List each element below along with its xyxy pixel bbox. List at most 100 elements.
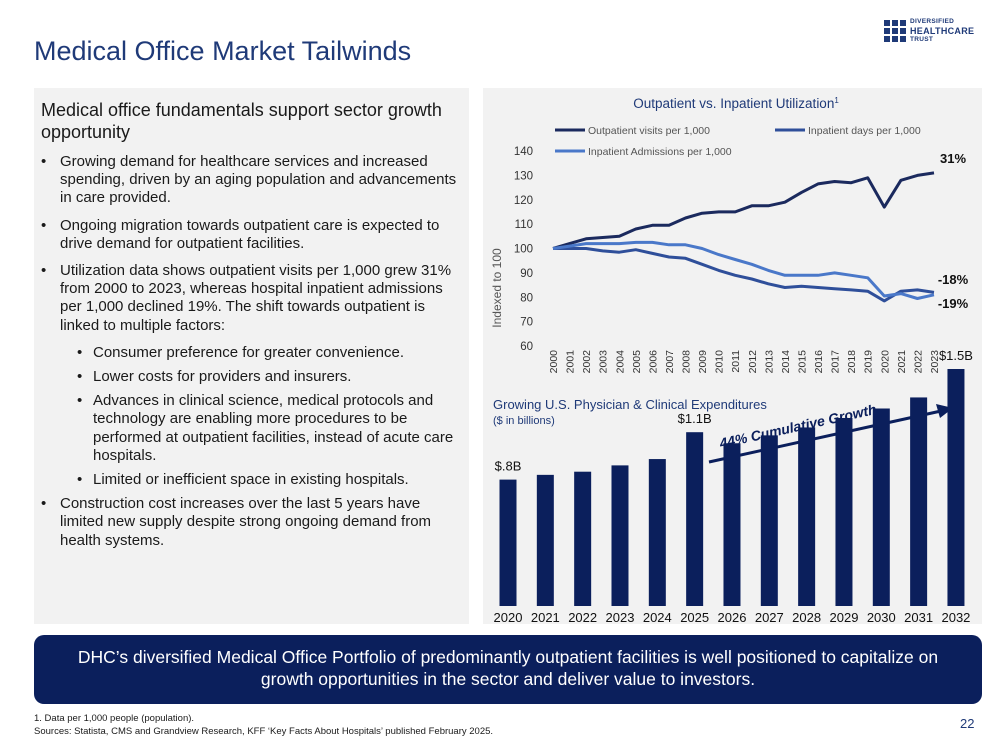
fundamentals-list: Growing demand for healthcare services a… <box>41 153 461 559</box>
bar-chart-subtitle: ($ in billions) <box>493 415 555 427</box>
logo-grid-icon <box>884 20 906 42</box>
bar-data-label: $1.5B <box>939 348 973 363</box>
line-chart-y-tick: 110 <box>515 219 533 231</box>
bullet-construction: Construction cost increases over the las… <box>41 495 461 550</box>
expenditure-bar <box>910 397 928 606</box>
line-chart-y-tick: 120 <box>514 195 533 207</box>
line-chart-y-tick: 140 <box>514 146 533 158</box>
line-chart-x-tick: 2023 <box>929 350 941 374</box>
expenditure-bar <box>872 408 890 606</box>
line-chart-y-tick: 60 <box>520 341 533 353</box>
bar-data-label: $1.1B <box>678 411 712 426</box>
line-chart-x-ticks: 2000 2001 2002 2003 2004 2005 2006 2007 2008 2009… <box>548 350 941 374</box>
line-chart-x-tick: 2013 <box>763 350 775 374</box>
line-chart-legend: Outpatient visits per 1,000 Inpatient day… <box>555 125 921 158</box>
utilization-line-chart: Outpatient vs. Inpatient Utilization1 In… <box>490 96 969 374</box>
line-chart-x-tick: 2010 <box>714 350 726 374</box>
line-chart-title-superscript: 1 <box>834 96 839 105</box>
line-chart-x-tick: 2020 <box>879 350 891 374</box>
line-chart-y-tick: 90 <box>520 268 533 280</box>
fundamentals-panel: Medical office fundamentals support sect… <box>34 88 469 624</box>
line-chart-x-tick: 2017 <box>830 350 842 374</box>
bullet-migration: Ongoing migration towards outpatient car… <box>41 217 461 253</box>
line-chart-title-text: Outpatient vs. Inpatient Utilization <box>633 96 834 111</box>
sub-bullet-convenience: Consumer preference for greater convenie… <box>41 344 461 362</box>
bar-chart-x-tick: 2029 <box>830 610 859 624</box>
logo-line-3: TRUST <box>910 36 934 43</box>
line-chart-series <box>552 171 935 303</box>
line-chart-y-tick: 80 <box>520 292 533 304</box>
logo-line-2: HEALTHCARE <box>910 26 975 36</box>
line-chart-x-tick: 2021 <box>896 350 908 374</box>
page-title: Medical Office Market Tailwinds <box>34 36 412 66</box>
expenditure-bar <box>648 459 666 606</box>
line-chart-x-tick: 2007 <box>664 350 676 374</box>
expenditure-bar <box>536 474 554 606</box>
line-chart-end-labels: 31% -18% -19% <box>938 151 969 311</box>
fundamentals-heading: Medical office fundamentals support sect… <box>41 100 442 142</box>
line-chart-x-tick: 2019 <box>863 350 875 374</box>
expenditure-bar <box>760 435 778 606</box>
line-chart-x-tick: 2006 <box>647 350 659 374</box>
expenditure-bar <box>798 427 816 606</box>
expenditure-bar <box>723 443 741 606</box>
logo-text: DIVERSIFIED HEALTHCARE TRUST <box>910 18 974 44</box>
legend-label: Outpatient visits per 1,000 <box>588 125 710 137</box>
expenditures-bar-chart: Growing U.S. Physician & Clinical Expend… <box>493 348 973 624</box>
line-chart-x-tick: 2004 <box>614 350 626 374</box>
sub-bullet-costs: Lower costs for providers and insurers. <box>41 368 461 386</box>
bar-chart-data-labels: $.8B $1.1B $1.5B <box>495 348 973 474</box>
bar-chart-x-tick: 2030 <box>867 610 896 624</box>
series-end-label: -19% <box>938 296 969 311</box>
summary-banner: DHC’s diversified Medical Office Portfol… <box>34 635 982 704</box>
sub-bullet-space: Limited or inefficient space in existing… <box>41 471 461 489</box>
line-chart-x-tick: 2005 <box>631 350 643 374</box>
legend-label: Inpatient days per 1,000 <box>808 125 921 137</box>
line-chart-y-axis-label: Indexed to 100 <box>490 248 504 328</box>
footnotes: 1. Data per 1,000 people (population). S… <box>34 712 493 738</box>
footnote-1: 1. Data per 1,000 people (population). <box>34 713 195 724</box>
bar-chart-x-tick: 2020 <box>494 610 523 624</box>
expenditure-bar <box>947 369 965 606</box>
expenditure-bar <box>574 471 592 606</box>
bar-data-label: $.8B <box>495 459 522 474</box>
growth-arrow-line <box>708 409 942 464</box>
line-series <box>552 171 935 250</box>
expenditure-bar <box>499 479 517 606</box>
line-chart-y-tick: 70 <box>520 317 533 329</box>
bar-chart-x-tick: 2024 <box>643 610 672 624</box>
company-logo: DIVERSIFIED HEALTHCARE TRUST <box>884 18 984 48</box>
bar-chart-x-tick: 2026 <box>718 610 747 624</box>
bar-chart-x-tick: 2031 <box>904 610 933 624</box>
bullet-utilization: Utilization data shows outpatient visits… <box>41 262 461 335</box>
series-end-label: 31% <box>940 151 966 166</box>
line-chart-x-tick: 2015 <box>796 350 808 374</box>
bar-chart-x-ticks: 2020 2021 2022 2023 2024 2025 2026 2027 2028 2029… <box>494 610 971 624</box>
line-chart-y-ticks: 60 70 80 90 100 110 120 130 140 <box>514 146 533 353</box>
page-number: 22 <box>960 716 975 731</box>
line-chart-x-tick: 2012 <box>747 350 759 374</box>
summary-banner-text: DHC’s diversified Medical Office Portfol… <box>77 647 939 689</box>
bar-chart-x-tick: 2027 <box>755 610 784 624</box>
line-chart-x-tick: 2018 <box>846 350 858 374</box>
bar-chart-x-tick: 2028 <box>792 610 821 624</box>
line-chart-y-tick: 100 <box>514 244 533 256</box>
footnote-sources: Sources: Statista, CMS and Grandview Res… <box>34 726 494 737</box>
line-series <box>553 247 935 303</box>
line-chart-x-tick: 2022 <box>912 350 924 374</box>
expenditure-bar <box>835 417 853 606</box>
line-chart-x-tick: 2003 <box>598 350 610 374</box>
line-chart-title: Outpatient vs. Inpatient Utilization1 <box>633 96 839 111</box>
bar-chart-x-tick: 2032 <box>941 610 970 624</box>
line-chart-x-tick: 2014 <box>780 350 792 374</box>
line-chart-x-tick: 2002 <box>581 350 593 374</box>
bar-chart-x-tick: 2023 <box>606 610 635 624</box>
series-end-label: -18% <box>938 272 969 287</box>
line-chart-x-tick: 2001 <box>565 350 577 374</box>
line-chart-x-tick: 2000 <box>548 350 560 374</box>
bar-chart-x-tick: 2025 <box>680 610 709 624</box>
bar-chart-x-tick: 2022 <box>568 610 597 624</box>
line-chart-x-tick: 2009 <box>697 350 709 374</box>
line-chart-x-tick: 2011 <box>730 350 742 373</box>
logo-line-1: DIVERSIFIED <box>910 18 955 25</box>
